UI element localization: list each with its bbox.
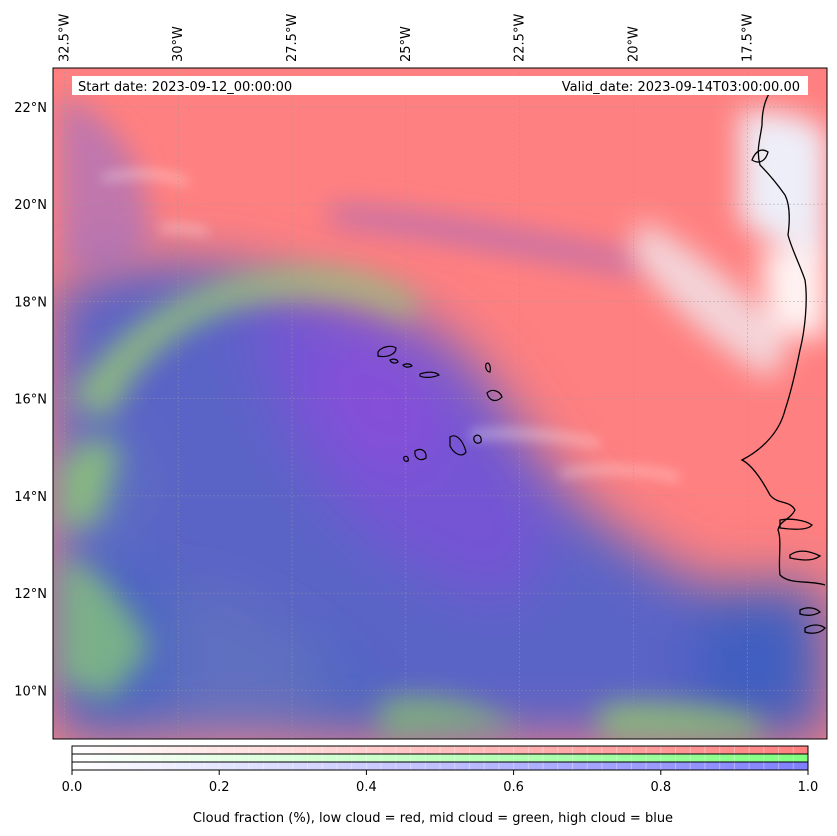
island-santo-antao (377, 345, 397, 358)
colorbar-tick-label: 0.2 (209, 780, 230, 795)
latitude-tick-label: 14°N (14, 490, 47, 505)
latitude-tick-label: 22°N (14, 101, 47, 116)
island-sao-vicente (389, 358, 399, 364)
island-sao-nicolau (419, 371, 441, 378)
latitude-tick-label: 16°N (14, 393, 47, 408)
colorbar-high-cloud (72, 762, 808, 770)
latitude-tick-label: 12°N (14, 587, 47, 602)
latitude-tick-label: 18°N (14, 295, 47, 310)
colorbar-tick-label: 0.6 (503, 780, 524, 795)
clear-sky-region (630, 110, 827, 380)
colorbar-tick-label: 1.0 (798, 780, 819, 795)
longitude-tick-label: 30°W (171, 26, 186, 62)
island-fogo (414, 448, 427, 461)
longitude-tick-label: 17.5°W (740, 14, 755, 62)
colorbar: 0.0 0.2 0.4 0.6 0.8 1.0 Cloud fraction (%), l… (62, 745, 819, 826)
colorbar-title: Cloud fraction (%), low cloud = red, mid… (193, 811, 673, 826)
island-sal (485, 362, 491, 373)
colorbar-tick-label: 0.4 (356, 780, 377, 795)
cloud-field (53, 68, 827, 739)
longitude-tick-label: 32.5°W (57, 14, 72, 62)
island-boa-vista (486, 389, 503, 402)
island-brava (403, 455, 409, 462)
start-date-label: Start date: 2023-09-12_00:00:00 (78, 80, 292, 95)
coastline (740, 91, 826, 634)
colorbar-low-cloud (72, 746, 808, 754)
map-frame (52, 67, 828, 740)
high-cloud-streak (60, 95, 640, 275)
island-santiago (449, 435, 467, 456)
longitude-tick-label: 22.5°W (513, 14, 528, 62)
longitude-tick-label: 25°W (399, 26, 414, 62)
longitude-tick-label: 20°W (627, 26, 642, 62)
mid-cloud-arc (60, 267, 760, 739)
latitude-tick-label: 10°N (14, 684, 47, 699)
latitude-tick-labels: 22°N 20°N 18°N 16°N 14°N 12°N 10°N (14, 101, 47, 699)
longitude-tick-label: 27.5°W (285, 14, 300, 62)
island-santa-luzia (402, 363, 413, 368)
colorbar-frame (71, 745, 809, 771)
cloud-texture (100, 169, 680, 482)
graticule (53, 68, 827, 739)
date-banner (72, 76, 808, 95)
colorbar-mid-cloud (72, 754, 808, 762)
colorbar-ticks: 0.0 0.2 0.4 0.6 0.8 1.0 (62, 770, 819, 795)
colorbar-segments (86, 746, 794, 770)
colorbar-tick-label: 0.8 (650, 780, 671, 795)
cape-verde-islands (377, 345, 503, 462)
longitude-tick-labels: 32.5°W 30°W 27.5°W 25°W 22.5°W 20°W 17.5°W (57, 14, 755, 62)
latitude-tick-label: 20°N (14, 198, 47, 213)
valid-date-label: Valid_date: 2023-09-14T03:00:00.00 (562, 80, 800, 95)
island-maio (473, 434, 482, 444)
colorbar-tick-label: 0.0 (62, 780, 83, 795)
